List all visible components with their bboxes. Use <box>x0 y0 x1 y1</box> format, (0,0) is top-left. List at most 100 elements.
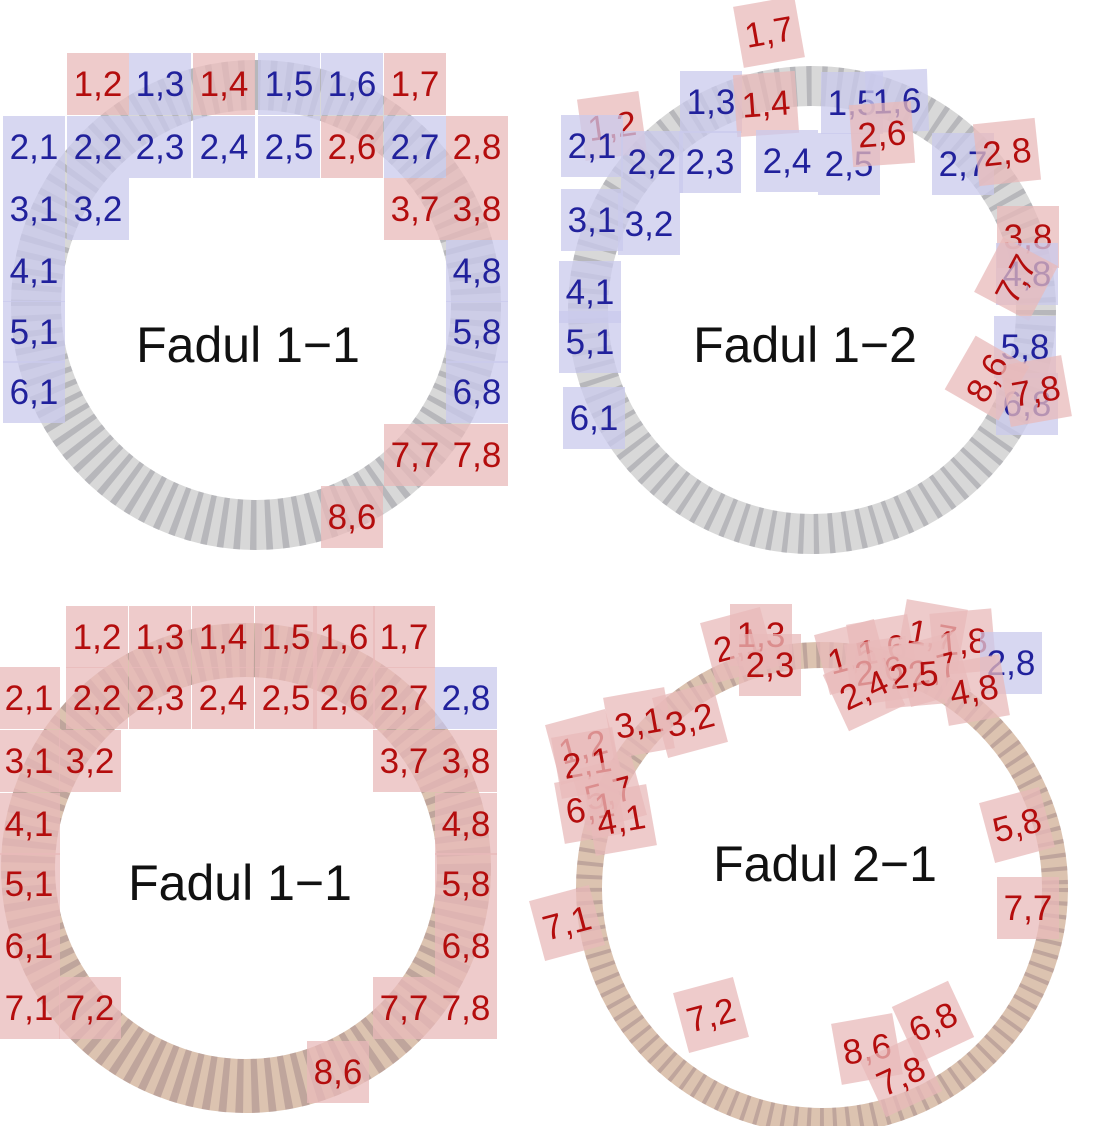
tile-background <box>621 131 683 193</box>
tile-label: 3,2 <box>625 205 674 244</box>
tile-3-1: 3,1 <box>561 189 623 251</box>
tile-7-7: 7,7 <box>384 424 446 486</box>
tile-label: 1,7 <box>380 618 429 657</box>
tile-4-8: 4,8 <box>938 654 1010 726</box>
tile-background <box>848 100 916 168</box>
tile-label: 7,8 <box>442 989 491 1028</box>
tile-background <box>679 131 741 193</box>
tile-2-4: 2,4 <box>193 116 255 178</box>
tile-background <box>0 667 60 729</box>
tile-2-2: 2,2 <box>621 131 683 193</box>
tile-2-6: 2,6 <box>848 100 916 168</box>
tile-label: 1,5 <box>262 618 311 657</box>
tile-background <box>733 0 805 68</box>
tile-label: 3,8 <box>453 190 502 229</box>
tile-background <box>384 178 446 240</box>
tile-label: 1,7 <box>742 9 797 56</box>
tile-label: 3,1 <box>10 190 59 229</box>
panel-2-svg: 1,71,21,31,41,51,62,12,22,32,42,52,62,72… <box>559 0 1072 554</box>
tile-label: 2,5 <box>262 679 311 718</box>
tile-background <box>258 116 320 178</box>
tile-background <box>129 53 191 115</box>
tile-background <box>67 53 129 115</box>
tile-background <box>732 70 800 138</box>
tile-background <box>435 915 497 977</box>
tile-label: 6,1 <box>5 927 54 966</box>
tile-background <box>66 667 128 729</box>
tile-background <box>618 193 680 255</box>
tile-layer: 2,11,32,31,51,61,72,61,82,72,52,42,84,81… <box>529 599 1059 1118</box>
tile-label: 3,7 <box>391 190 440 229</box>
tile-2-3: 2,3 <box>739 634 801 696</box>
tile-background <box>435 853 497 915</box>
tile-5-1: 5,1 <box>559 311 621 373</box>
tile-2-8: 2,8 <box>972 117 1042 187</box>
tile-label: 2,1 <box>568 127 617 166</box>
tile-background <box>66 606 128 668</box>
tile-background <box>373 606 435 668</box>
tile-label: 6,1 <box>10 373 59 412</box>
tile-background <box>129 606 191 668</box>
tile-2-8: 2,8 <box>435 667 497 729</box>
tile-background <box>652 682 728 758</box>
tile-background <box>0 977 60 1039</box>
tile-7-1: 7,1 <box>0 977 60 1039</box>
tile-label: 1,7 <box>391 65 440 104</box>
tile-background <box>859 1034 943 1118</box>
tile-1-4: 1,4 <box>732 70 800 138</box>
tile-4-8: 4,8 <box>435 793 497 855</box>
tile-3-2: 3,2 <box>59 730 121 792</box>
tile-2-2: 2,2 <box>66 667 128 729</box>
tile-label: 2,8 <box>442 679 491 718</box>
tile-background <box>67 116 129 178</box>
tile-label: 4,1 <box>566 273 615 312</box>
tile-1-4: 1,4 <box>192 606 254 668</box>
tile-label: 7,8 <box>453 436 502 475</box>
tile-4-1: 4,1 <box>0 793 60 855</box>
tile-7-8: 7,8 <box>1000 355 1072 427</box>
tile-label: 3,8 <box>442 742 491 781</box>
tile-layer: 1,71,21,31,41,51,62,12,22,32,42,52,62,72… <box>559 0 1072 449</box>
tile-label: 4,8 <box>442 805 491 844</box>
tile-label: 2,8 <box>453 128 502 167</box>
tile-background <box>446 178 508 240</box>
panel-title: Fadul 2−1 <box>713 836 937 892</box>
tile-background <box>0 915 60 977</box>
tile-3-2: 3,2 <box>67 178 129 240</box>
tile-background <box>59 730 121 792</box>
tile-background <box>3 240 65 302</box>
tile-background <box>972 117 1042 187</box>
tile-label: 2,4 <box>199 679 248 718</box>
tile-label: 4,8 <box>453 252 502 291</box>
tile-label: 2,2 <box>74 128 123 167</box>
tile-label: 2,4 <box>763 142 812 181</box>
tile-label: 2,1 <box>5 679 54 718</box>
tile-background <box>446 424 508 486</box>
tile-background <box>67 178 129 240</box>
tile-background <box>529 885 605 961</box>
tile-background <box>384 53 446 115</box>
tile-label: 2,7 <box>380 679 429 718</box>
panel-3-svg: 1,2 1,3 1,4 1,5 1,6 1,7 2,1 2,2 2,3 2,4 2,5 2,6 2,7 2… <box>0 606 497 1113</box>
ring-texture <box>568 66 1056 554</box>
tile-label: 1,5 <box>265 65 314 104</box>
tile-background <box>321 486 383 548</box>
tile-1-2: 1,2 <box>67 53 129 115</box>
tile-background <box>435 667 497 729</box>
tile-label: 2,3 <box>686 143 735 182</box>
tile-background <box>0 853 60 915</box>
tile-label: 3,2 <box>66 742 115 781</box>
tile-label: 7,7 <box>380 989 429 1028</box>
tile-2-2: 2,2 <box>67 116 129 178</box>
panel-title: Fadul 1−1 <box>128 855 352 911</box>
tile-background <box>59 977 121 1039</box>
tile-label: 6,1 <box>570 399 619 438</box>
tile-background <box>680 71 742 133</box>
tile-label: 6,8 <box>453 373 502 412</box>
tile-2-4: 2,4 <box>756 130 818 192</box>
tile-2-7: 2,7 <box>373 667 435 729</box>
tile-5-1: 5,1 <box>3 301 65 363</box>
tile-label: 8,6 <box>328 498 377 537</box>
tile-1-7: 1,7 <box>733 0 805 68</box>
tile-2-6: 2,6 <box>313 667 375 729</box>
